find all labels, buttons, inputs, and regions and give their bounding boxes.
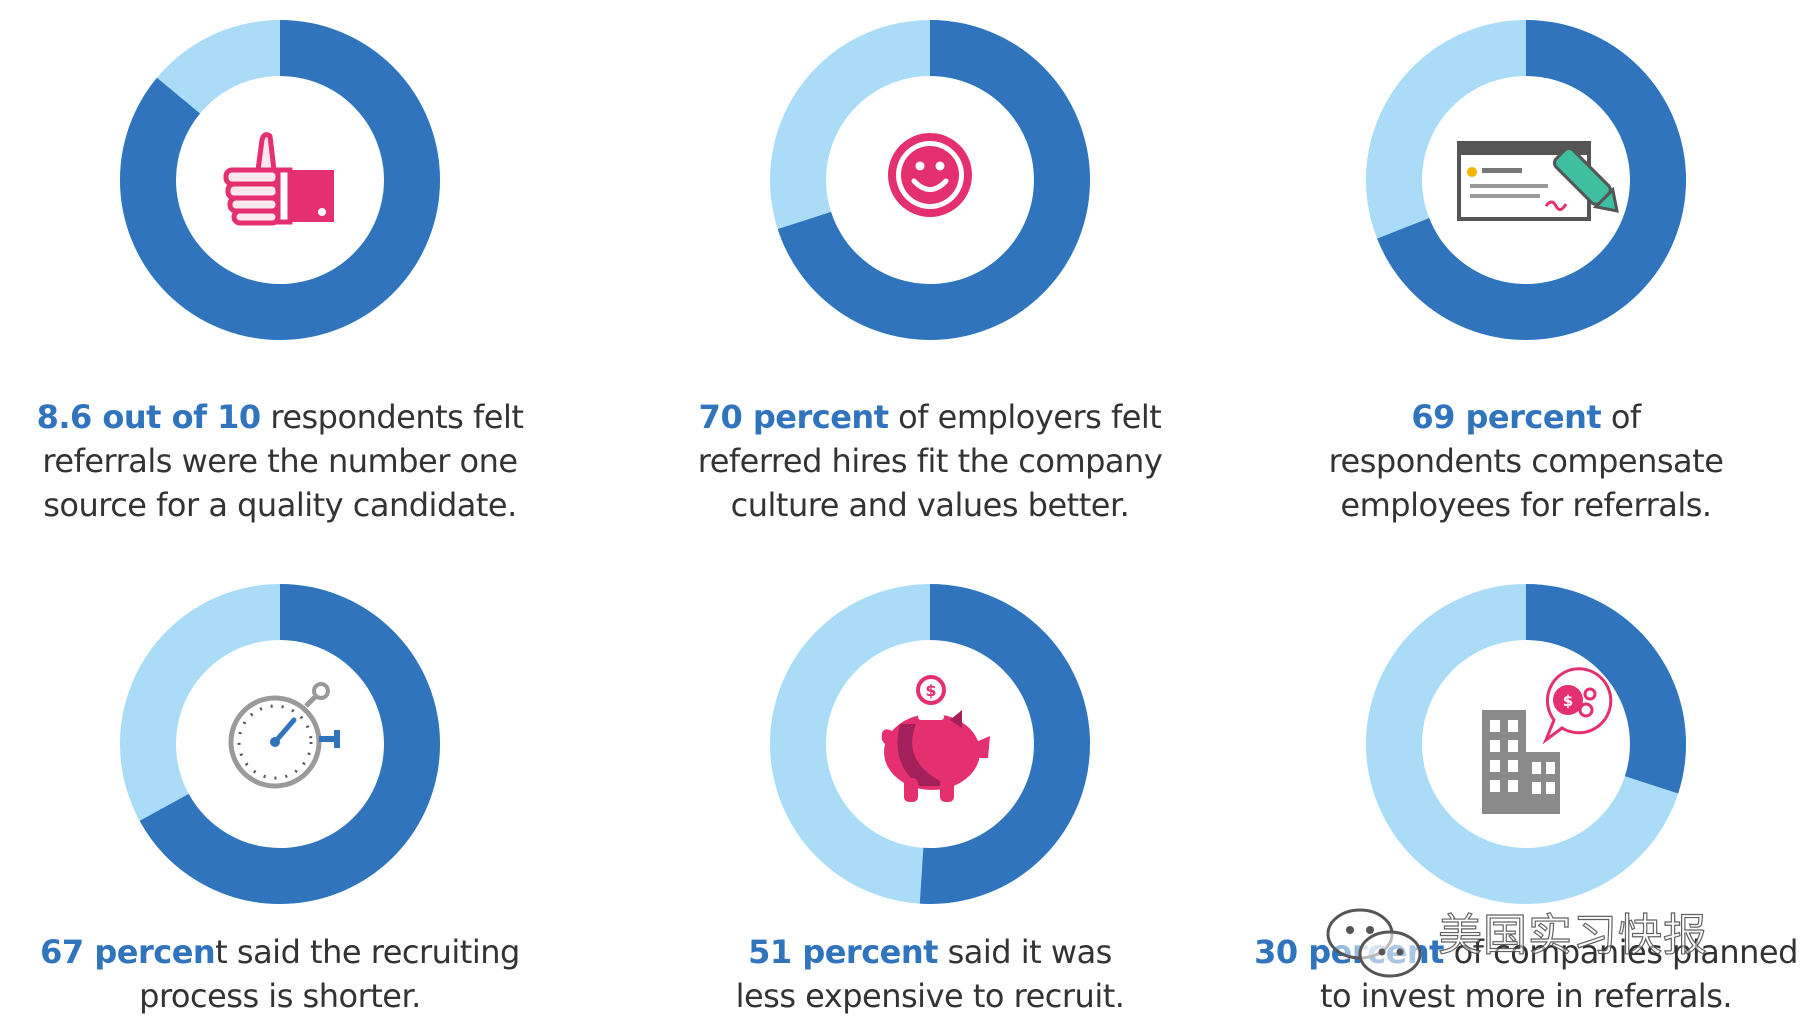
donut-value-arc bbox=[1366, 20, 1686, 340]
caption-text: of bbox=[1601, 398, 1641, 436]
stat-highlight: 51 percent bbox=[748, 933, 938, 971]
svg-text:$: $ bbox=[1563, 692, 1573, 710]
donut-chart bbox=[120, 584, 440, 904]
stat-caption: 51 percent said it was less expensive to… bbox=[650, 930, 1210, 1018]
donut-chart bbox=[1366, 20, 1686, 340]
donut-value-arc bbox=[770, 584, 1090, 904]
stat-caption: 70 percent of employers felt referred hi… bbox=[650, 395, 1210, 527]
donut-value-arc bbox=[120, 584, 440, 904]
caption-line-1: 70 percent of employers felt bbox=[650, 395, 1210, 439]
caption-line-1: 8.6 out of 10 respondents felt bbox=[0, 395, 560, 439]
caption-line-3: source for a quality candidate. bbox=[43, 486, 517, 524]
caption-line-2: respondents compensate bbox=[1328, 442, 1724, 480]
caption-text: of employers felt bbox=[888, 398, 1162, 436]
donut-value-arc bbox=[1366, 584, 1686, 904]
stat-highlight: 69 percent bbox=[1411, 398, 1602, 436]
building-money-icon: $ bbox=[1482, 667, 1613, 814]
caption-line-2: referrals were the number one bbox=[42, 442, 518, 480]
caption-text: t said the recruiting bbox=[215, 933, 520, 971]
caption-line-1: 67 percent said the recruiting bbox=[0, 930, 560, 974]
stat-culture-fit: 70 percent of employers felt referred hi… bbox=[650, 0, 1210, 540]
stat-caption: 69 percent of respondents compensate emp… bbox=[1246, 395, 1806, 527]
stat-highlight: 8.6 out of 10 bbox=[36, 398, 262, 436]
donut-chart: $ bbox=[770, 584, 1090, 904]
caption-line-2: referred hires fit the company bbox=[697, 442, 1163, 480]
stat-highlight: 70 percent bbox=[698, 398, 889, 436]
stat-less-expensive: $ 51 percent said it was less expensive … bbox=[650, 564, 1210, 1032]
stat-caption: 67 percent said the recruiting process i… bbox=[0, 930, 560, 1018]
stat-highlight: 67 percen bbox=[40, 933, 216, 971]
donut-value-arc bbox=[770, 20, 1090, 340]
caption-text: respondents felt bbox=[260, 398, 524, 436]
caption-text: of companies planned bbox=[1443, 933, 1799, 971]
stat-shorter-process: 67 percent said the recruiting process i… bbox=[0, 564, 560, 1032]
donut-chart: $ bbox=[1366, 584, 1686, 904]
caption-line-1: 69 percent of bbox=[1246, 395, 1806, 439]
caption-text: said it was bbox=[937, 933, 1113, 971]
caption-line-1: 51 percent said it was bbox=[650, 930, 1210, 974]
stopwatch-icon bbox=[228, 682, 340, 789]
stat-caption: 30 percent of companies planned to inves… bbox=[1246, 930, 1806, 1018]
donut-chart bbox=[770, 20, 1090, 340]
stat-referral-quality: 8.6 out of 10 respondents felt referrals… bbox=[0, 0, 560, 540]
thumbs-up-icon bbox=[223, 132, 334, 226]
caption-line-3: culture and values better. bbox=[730, 486, 1130, 524]
stat-compensation: 69 percent of respondents compensate emp… bbox=[1246, 0, 1806, 540]
stat-highlight: 30 percent bbox=[1254, 933, 1444, 971]
donut-chart bbox=[120, 20, 440, 340]
caption-line-3: employees for referrals. bbox=[1340, 486, 1712, 524]
stat-invest-more: $ 30 percent of companies planned to inv… bbox=[1246, 564, 1806, 1032]
caption-line-2: to invest more in referrals. bbox=[1319, 977, 1733, 1015]
stat-caption: 8.6 out of 10 respondents felt referrals… bbox=[0, 395, 560, 527]
svg-text:$: $ bbox=[925, 681, 936, 700]
caption-line-1: 30 percent of companies planned bbox=[1246, 930, 1806, 974]
check-signing-icon bbox=[1457, 141, 1619, 221]
piggy-bank-icon: $ bbox=[881, 675, 990, 802]
donut-value-arc bbox=[120, 20, 440, 340]
caption-line-2: process is shorter. bbox=[139, 977, 421, 1015]
caption-line-2: less expensive to recruit. bbox=[735, 977, 1125, 1015]
smiley-icon bbox=[888, 133, 972, 217]
